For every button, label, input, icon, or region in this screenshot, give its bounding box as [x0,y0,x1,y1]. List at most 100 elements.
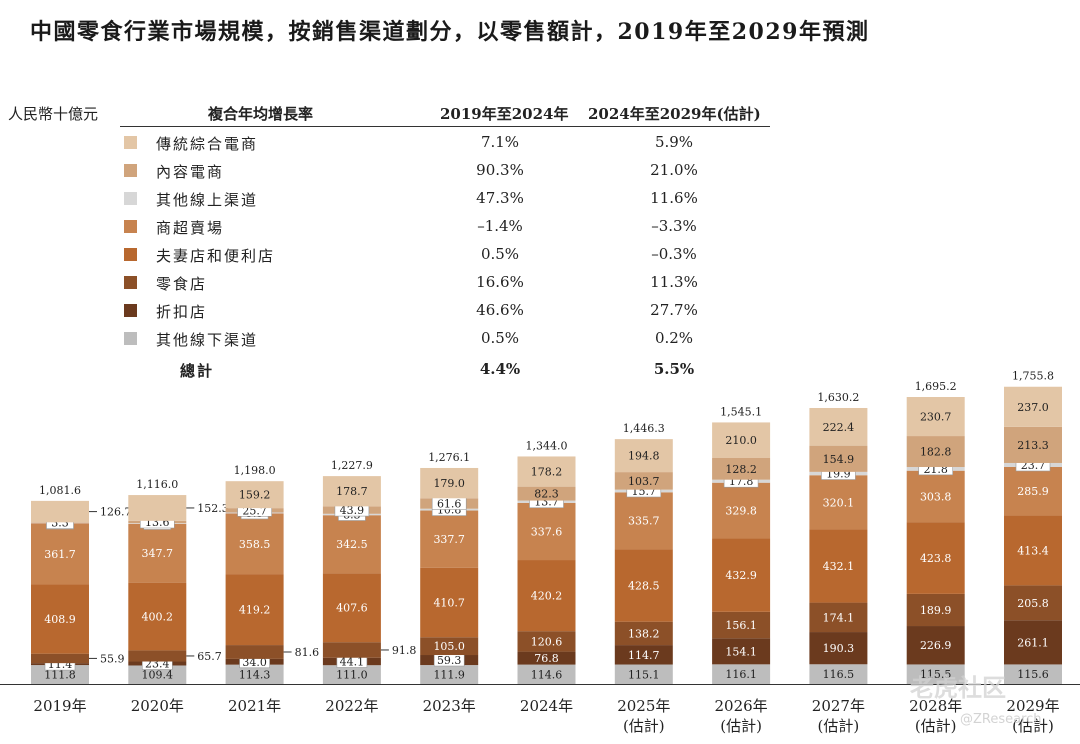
data-label: 194.8 [628,450,660,463]
total-label: 1,276.1 [428,451,470,464]
legend-row: 其他線上渠道 47.3% 11.6% [124,187,774,211]
data-label: 320.1 [823,496,855,509]
bar-segment [128,523,187,583]
bar-segment [1004,515,1062,586]
data-label: 205.8 [1017,597,1049,610]
data-label: 43.9 [340,504,365,517]
legend-label: 商超賣場 [156,219,225,237]
data-label: 138.2 [628,627,660,640]
data-label: 116.5 [823,668,855,681]
bar-segment [517,456,576,487]
bar-segment [1004,664,1062,684]
data-label: 76.8 [534,652,559,665]
bar-segment [614,621,673,646]
bar-segment [614,664,673,684]
bar-segment [906,626,965,665]
legend-row: 夫妻店和便利店 0.5% –0.3% [124,243,774,267]
data-label: 285.9 [1017,485,1049,498]
watermark: 老虎社区 [910,674,1006,702]
data-label: 178.2 [531,466,563,479]
x-tick-label: 2019年 [33,697,86,715]
data-label: 178.7 [336,485,368,498]
data-label: 152.3 [197,502,229,515]
data-label: 116.1 [725,668,757,681]
legend-label: 傳統綜合電商 [156,135,259,153]
bar-segment [614,549,673,622]
total-cagr-2024-2029: 5.5% [653,360,695,378]
data-label: 432.1 [823,560,855,573]
bar-segment [322,476,381,507]
x-tick-note: (估計) [1012,717,1054,735]
total-label: 1,695.2 [915,380,957,393]
total-label: 1,116.0 [136,478,178,491]
data-label: 358.5 [239,538,271,551]
data-label: 159.2 [239,489,271,502]
bar-segment [614,492,673,550]
cagr-2019-2024: 90.3% [476,161,524,179]
legend-label: 內容電商 [156,163,225,181]
data-label: 189.9 [920,604,952,617]
x-tick-label: 2024年 [520,697,573,715]
cagr-2019-2024: 0.5% [480,329,520,347]
data-label: 61.6 [437,497,462,510]
data-label: 210.0 [725,434,757,447]
legend-swatch [124,276,137,289]
bar-segment [517,560,576,632]
bar-segment [712,538,771,612]
bar-segment [128,650,187,662]
bar-segment [225,645,284,659]
data-label: 82.3 [534,488,559,501]
bar-segment [31,523,89,585]
data-label: 114.3 [239,668,271,681]
cagr-2019-2024: –1.4% [477,217,523,235]
bar-segment [225,513,284,575]
bar-segment [420,467,479,499]
data-label: 120.6 [531,635,563,648]
data-label: 413.4 [1017,544,1049,557]
data-label: 115.1 [628,668,660,681]
chart-title: 中國零食行業市場規模，按銷售渠道劃分，以零售額計，2019年至2029年預測 [30,19,870,45]
x-tick-note: (估計) [623,717,665,735]
cagr-2024-2029: 21.0% [650,161,698,179]
bar-segment [225,664,284,684]
x-tick-label: 2029年 [1006,697,1059,715]
data-label: 174.1 [823,611,855,624]
data-label: 59.3 [437,654,462,667]
data-label: 329.8 [725,505,757,518]
bar-segment [128,665,187,684]
unit-label: 人民幣十億元 [8,105,99,123]
data-label: 156.1 [725,619,757,632]
legend-header-label: 複合年均增長率 [208,105,314,123]
data-label: 103.7 [628,475,660,488]
total-label: 1,227.9 [331,459,373,472]
bar-segment [225,574,284,646]
data-label: 81.6 [295,646,320,659]
x-tick-label: 2028年 [909,697,962,715]
legend-label: 其他線下渠道 [156,331,259,349]
data-label: 423.8 [920,552,952,565]
bar-segment [809,529,868,603]
x-tick-label: 2021年 [228,697,281,715]
total-label: 1,081.6 [39,484,81,497]
legend-label: 其他線上渠道 [156,191,259,209]
x-tick-label: 2025年 [617,697,670,715]
data-label: 335.7 [628,515,660,528]
bar-segment [517,486,576,501]
legend-swatch [124,248,137,261]
x-tick-label: 2026年 [715,697,768,715]
x-tick-note: (估計) [720,717,762,735]
bar-segment [809,407,868,446]
cagr-2019-2024: 0.5% [480,245,520,263]
cagr-2024-2029: 11.6% [650,189,698,207]
cagr-2024-2029: 27.7% [650,301,698,319]
bar-segment [614,645,673,665]
bar-segment [517,631,576,652]
cagr-2019-2024: 46.6% [476,301,524,319]
bar-segment [322,515,381,574]
legend-row: 零食店 16.6% 11.3% [124,271,774,295]
total-label: 1,446.3 [623,422,665,435]
bar-segment [420,510,479,568]
data-label: 361.7 [44,548,76,561]
bar-segment [906,664,965,684]
x-tick-label: 2023年 [423,697,476,715]
